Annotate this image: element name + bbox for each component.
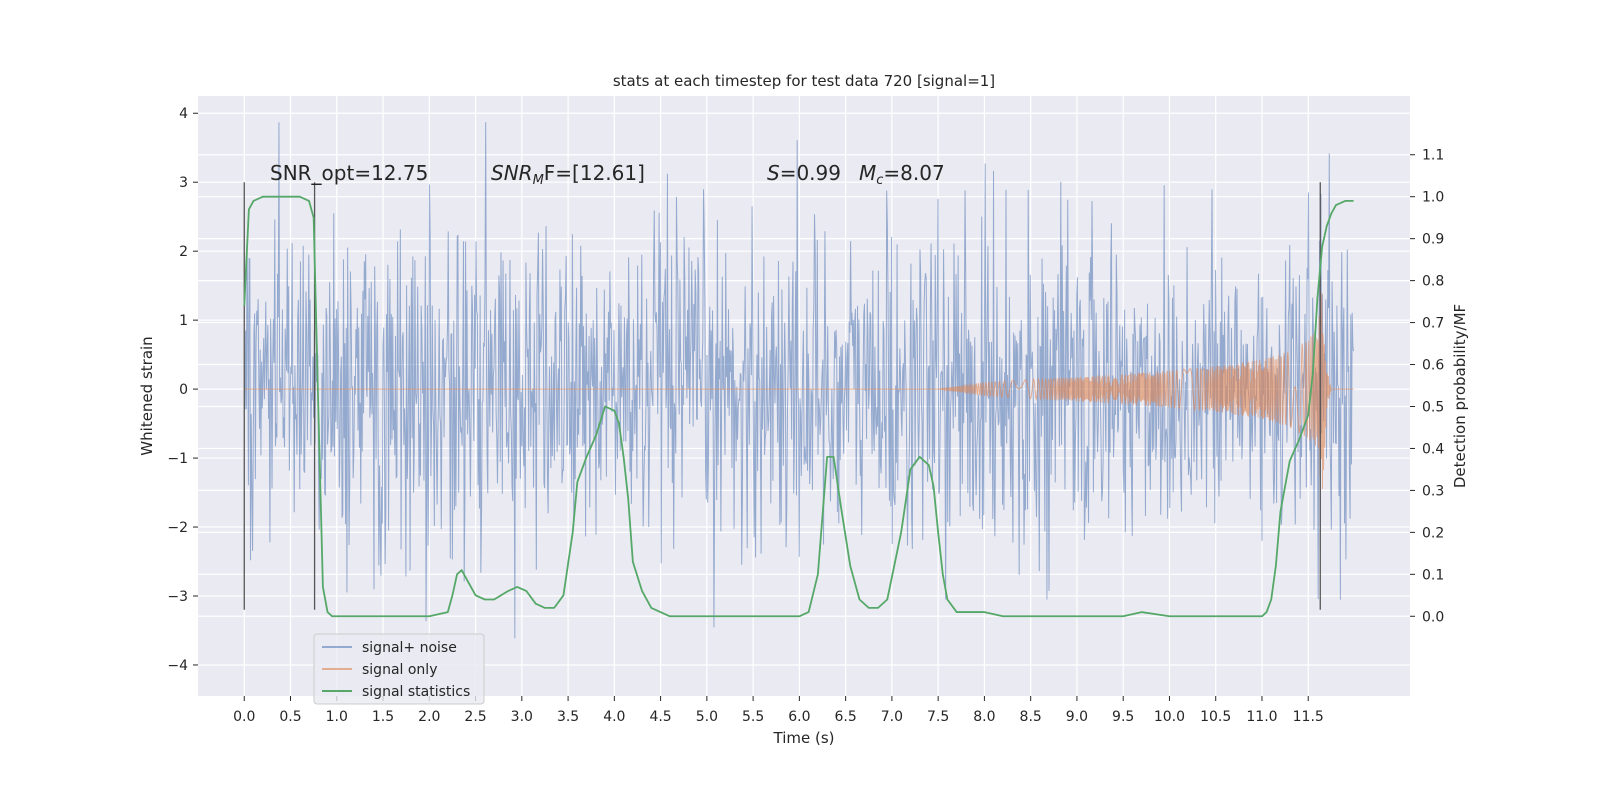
legend: signal+ noise signal only signal statist…: [313, 633, 485, 705]
x-tick-label: 2.5: [464, 709, 486, 725]
annotation-mc: Mc=8.07: [859, 161, 945, 188]
series-signal-noise: [243, 122, 1355, 639]
x-tick-label: 3.5: [557, 709, 579, 725]
series-signal-only: [244, 292, 1354, 490]
y-tick-label: 3: [179, 175, 188, 191]
legend-entry-stats: signal statistics: [362, 684, 470, 700]
x-tick-label: 4.5: [649, 709, 671, 725]
y-axis-ticks: 4 3 2 1 0 −1 −2 −3 −4: [167, 106, 198, 674]
annotation-snr-opt: SNR_opt=12.75: [270, 161, 428, 185]
signal-statistics-line: [243, 195, 1354, 618]
x-tick-label: 0.5: [279, 709, 301, 725]
y2-tick-label: 0.9: [1422, 232, 1444, 248]
y2-tick-label: 0.1: [1422, 567, 1444, 583]
x-tick-label: 11.5: [1293, 709, 1324, 725]
y-tick-label: −2: [167, 520, 188, 536]
legend-box: [313, 633, 485, 705]
y-tick-label: −3: [167, 589, 188, 605]
y2-axis-ticks: 1.1 1.0 0.9 0.8 0.7 0.6 0.5 0.4 0.3 0.2 0.1 0.0: [1410, 148, 1444, 625]
series-signal-statistics: [243, 195, 1354, 618]
x-tick-label: 10.0: [1154, 709, 1185, 725]
annotation-mc-value: =8.07: [883, 161, 944, 185]
y-tick-label: −4: [167, 658, 188, 674]
x-tick-label: 8.0: [973, 709, 995, 725]
x-tick-label: 8.5: [1020, 709, 1042, 725]
legend-entry-signal: signal only: [362, 662, 437, 678]
annotation-snr-mf-rest: F=[12.61]: [544, 161, 645, 185]
y2-tick-label: 0.5: [1422, 399, 1444, 415]
x-tick-label: 4.0: [603, 709, 625, 725]
x-axis-label: Time (s): [773, 729, 835, 747]
y2-tick-label: 0.3: [1422, 483, 1444, 499]
signal-only-line: [244, 292, 1354, 490]
annotation-snr-mf-main: SNR: [491, 161, 533, 185]
x-tick-label: 1.5: [372, 709, 394, 725]
y-tick-label: −1: [167, 451, 188, 467]
y2-tick-label: 0.7: [1422, 316, 1444, 332]
y2-tick-label: 0.6: [1422, 358, 1444, 374]
x-tick-label: 5.5: [742, 709, 764, 725]
y2-tick-label: 0.4: [1422, 441, 1444, 457]
y-tick-label: 0: [179, 382, 188, 398]
annotation-mc-label: M: [859, 161, 876, 185]
x-tick-label: 3.0: [511, 709, 533, 725]
x-axis-ticks: 0.0 0.5 1.0 1.5 2.0 2.5 3.0 3.5 4.0 4.5 5.0 5.5 6.0 6…: [233, 696, 1324, 725]
y-axis-label: Whitened strain: [138, 336, 156, 455]
annotation-s-value: =0.99: [780, 161, 841, 185]
annotation-s-label: S: [767, 161, 780, 185]
y2-tick-label: 1.0: [1422, 190, 1444, 206]
x-tick-label: 10.5: [1200, 709, 1231, 725]
noise-line: [243, 122, 1355, 639]
x-tick-label: 9.0: [1066, 709, 1088, 725]
x-tick-label: 11.0: [1246, 709, 1277, 725]
x-tick-label: 5.0: [696, 709, 718, 725]
annotation-snr-mf: SNRMF=[12.61]: [491, 161, 645, 188]
x-tick-label: 1.0: [326, 709, 348, 725]
x-tick-label: 7.5: [927, 709, 949, 725]
x-tick-label: 6.5: [835, 709, 857, 725]
x-tick-label: 0.0: [233, 709, 255, 725]
y2-tick-label: 0.8: [1422, 274, 1444, 290]
x-tick-label: 7.0: [881, 709, 903, 725]
chart-title: stats at each timestep for test data 720…: [613, 72, 995, 90]
x-tick-label: 9.5: [1112, 709, 1134, 725]
y-tick-label: 1: [179, 313, 188, 329]
x-tick-label: 6.0: [788, 709, 810, 725]
y2-axis-label: Detection probability/MF: [1451, 304, 1469, 488]
x-tick-label: 2.0: [418, 709, 440, 725]
annotation-snr-mf-sub: M: [533, 173, 544, 188]
annotation-mc-sub: c: [876, 173, 883, 188]
y2-tick-label: 0.0: [1422, 609, 1444, 625]
y-tick-label: 2: [179, 244, 188, 260]
y2-tick-label: 0.2: [1422, 525, 1444, 541]
y2-tick-label: 1.1: [1422, 148, 1444, 164]
y-tick-label: 4: [179, 106, 188, 122]
legend-entry-noise: signal+ noise: [362, 640, 457, 656]
annotation-s: S=0.99: [767, 161, 841, 185]
